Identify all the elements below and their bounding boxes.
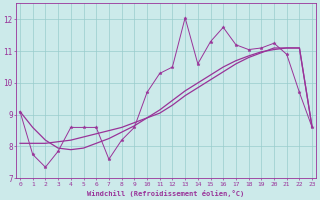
X-axis label: Windchill (Refroidissement éolien,°C): Windchill (Refroidissement éolien,°C) [87, 190, 245, 197]
